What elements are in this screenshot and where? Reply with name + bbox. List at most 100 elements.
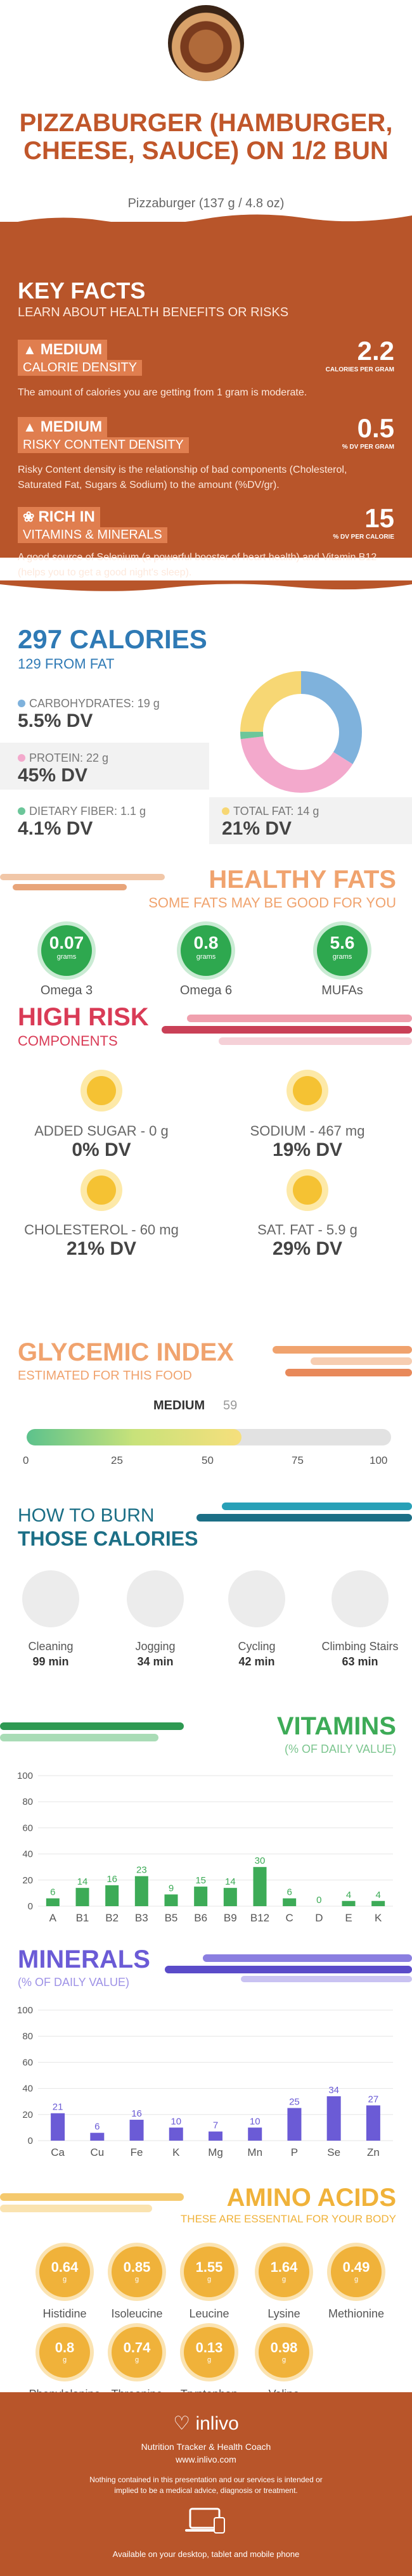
footer: ♡ inlivo Nutrition Tracker & Health Coac… <box>0 2392 412 2576</box>
heart-icon: ♡ <box>173 2413 191 2434</box>
y-tick-label: 0 <box>28 2136 33 2146</box>
minerals-subtitle: (% OF DAILY VALUE) <box>18 1976 130 1989</box>
calories-from-fat: 129 FROM FAT <box>18 656 115 672</box>
bar-b2 <box>105 1885 119 1906</box>
vitamins-title: VITAMINS <box>276 1712 396 1740</box>
burn-label: Jogging <box>135 1640 176 1653</box>
amino-circle: 0.85 g <box>112 2246 162 2297</box>
amino-circle: 1.55 g <box>184 2246 235 2297</box>
x-tick-label: Zn <box>367 2146 380 2158</box>
amino-circle: 0.74 g <box>112 2327 162 2378</box>
amino-subtitle: THESE ARE ESSENTIAL FOR YOUR BODY <box>180 2213 396 2225</box>
bar-value-label: 10 <box>171 2116 181 2127</box>
bar-b6 <box>194 1887 208 1906</box>
amino-value: 0.8 <box>55 2340 75 2355</box>
x-tick-label: Mg <box>208 2146 223 2158</box>
fat-omega6: 0.8 grams <box>181 925 231 976</box>
platforms-text: Available on your desktop, tablet and mo… <box>112 2549 300 2559</box>
x-tick-label: Mn <box>247 2146 262 2158</box>
amino-label: Histidine <box>42 2307 87 2320</box>
amino-unit: g <box>62 2276 67 2283</box>
fact-level-badge: ❀ RICH IN <box>18 507 100 527</box>
burn-title-1: HOW TO BURN <box>18 1505 155 1526</box>
carbs-dv: 5.5% DV <box>18 710 93 731</box>
amino-circle: 0.8 g <box>39 2327 90 2378</box>
bar-se <box>326 2096 341 2141</box>
x-tick-label: K <box>375 1912 382 1924</box>
bar-b12 <box>253 1867 267 1906</box>
fat-label: Omega 3 <box>40 984 93 997</box>
donut-slice-fat <box>240 671 362 793</box>
glycemic-subtitle: ESTIMATED FOR THIS FOOD <box>18 1369 192 1383</box>
y-tick-label: 0 <box>28 1901 33 1912</box>
glycemic-tick: 0 <box>23 1454 29 1466</box>
fact-unit: CALORIES PER GRAM <box>325 366 394 373</box>
x-tick-label: Cu <box>90 2146 104 2158</box>
minerals-title: MINERALS <box>18 1945 150 1973</box>
bar-value-label: 4 <box>375 1890 380 1900</box>
high-risk-title: HIGH RISK <box>18 1003 149 1031</box>
bar-mg <box>209 2131 222 2141</box>
disclaimer: Nothing contained in this presentation a… <box>89 2475 323 2495</box>
fact-unit: % DV PER CALORIE <box>333 534 394 541</box>
x-tick-label: Ca <box>51 2146 65 2158</box>
vitamins-stripes <box>0 1722 184 1741</box>
calories-title: 297 CALORIES <box>18 624 207 654</box>
leaf-icon: ❀ <box>23 509 35 525</box>
amino-unit: g <box>207 2276 212 2283</box>
bar-k <box>371 1900 385 1906</box>
risk-dv: 21% DV <box>66 1238 137 1259</box>
fiber-dv: 4.1% DV <box>18 818 93 839</box>
x-tick-label: D <box>315 1912 323 1924</box>
bar-value-label: 4 <box>346 1890 351 1900</box>
bar-value-label: 6 <box>94 2122 100 2132</box>
calorie-donut-chart <box>240 671 362 793</box>
amino-label: Leucine <box>189 2307 229 2320</box>
fact-risky-density: ▲ MEDIUM RISKY CONTENT DENSITY <box>18 417 189 453</box>
fat-label: Omega 6 <box>179 984 233 997</box>
fat-band <box>209 797 412 844</box>
fat-circle: 5.6 grams <box>317 925 368 976</box>
bar-ca <box>51 2113 65 2141</box>
y-tick-label: 40 <box>22 1849 33 1860</box>
bar-value-label: 10 <box>250 2116 261 2127</box>
fiber-dot <box>18 807 25 815</box>
x-tick-label: B9 <box>224 1912 237 1924</box>
x-tick-label: E <box>345 1912 352 1924</box>
key-facts-wave-bottom <box>0 580 412 591</box>
smiley-icon <box>293 1076 322 1105</box>
amino-unit: g <box>62 2356 67 2364</box>
amino-value: 0.49 <box>342 2259 370 2275</box>
bar-value-label: 15 <box>195 1875 206 1886</box>
bar-value-label: 9 <box>169 1883 174 1894</box>
key-facts-section: KEY FACTS LEARN ABOUT HEALTH BENEFITS OR… <box>0 222 412 558</box>
risk-dv: 19% DV <box>272 1139 343 1160</box>
minerals-stripes <box>165 1954 412 1982</box>
amino-circle: 1.64 g <box>259 2246 309 2297</box>
x-tick-label: B12 <box>250 1912 269 1924</box>
brand-logo: ♡ inlivo <box>173 2413 239 2434</box>
protein-dv: 45% DV <box>18 765 88 786</box>
bar-value-label: 14 <box>77 1876 88 1887</box>
glycemic-tick: 25 <box>111 1454 123 1466</box>
burn-label: Cycling <box>238 1640 276 1653</box>
brand-url[interactable]: www.inlivo.com <box>176 2454 236 2464</box>
y-tick-label: 80 <box>22 2031 33 2042</box>
stairs-icon <box>332 1570 389 1627</box>
bar-b1 <box>75 1888 89 1906</box>
carbs-dot <box>18 700 25 707</box>
glycemic-bar <box>27 1429 391 1445</box>
amino-value: 0.64 <box>51 2259 79 2275</box>
donut-slice-protein <box>240 671 362 793</box>
x-tick-label: C <box>286 1912 293 1924</box>
amino-circle: 0.49 g <box>331 2246 382 2297</box>
amino-circle: 0.64 g <box>39 2246 90 2297</box>
glycemic-stripes <box>273 1346 412 1376</box>
x-tick-label: K <box>172 2146 180 2158</box>
fat-dv: 21% DV <box>222 818 292 839</box>
page-title: PIZZABURGER (HAMBURGER, CHEESE, SAUCE) O… <box>19 109 393 165</box>
bar-zn <box>366 2105 380 2141</box>
amino-stripes <box>0 2193 184 2212</box>
fact-name: RISKY CONTENT DENSITY <box>18 437 189 453</box>
x-tick-label: Se <box>327 2146 340 2158</box>
